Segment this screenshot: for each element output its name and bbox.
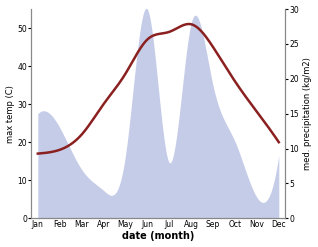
X-axis label: date (month): date (month) <box>122 231 195 242</box>
Y-axis label: med. precipitation (kg/m2): med. precipitation (kg/m2) <box>303 57 313 170</box>
Y-axis label: max temp (C): max temp (C) <box>5 85 15 143</box>
